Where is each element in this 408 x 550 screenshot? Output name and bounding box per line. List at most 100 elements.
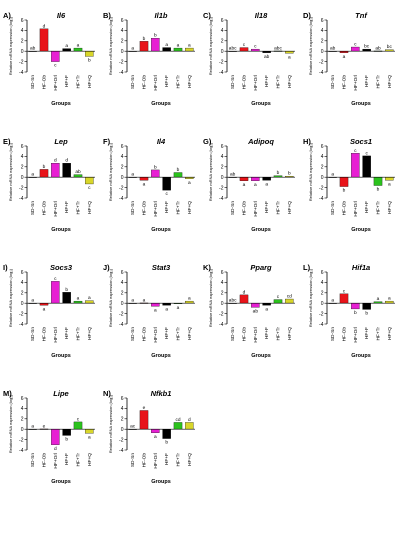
y-axis-label: Relative mRNA expression (log₂) <box>8 142 13 201</box>
bar-hf-tr <box>73 421 83 430</box>
y-tick-label: 2 <box>221 39 224 45</box>
panel-label: N) <box>103 389 111 398</box>
panel-tnf: D) Tnf -4 -2 0 2 4 6 Relative mRNA expression (l… <box>303 11 395 107</box>
panel-lipe: M) Lipe -4 -2 0 2 4 6 Relative mRNA expression (… <box>3 389 95 485</box>
x-axis-label: Groups <box>151 353 171 359</box>
y-axis-label: Relative mRNA expression (log₂) <box>108 268 113 327</box>
significance-letter: b <box>177 167 180 173</box>
significance-letter: b <box>277 170 280 176</box>
x-tick-label: HF+Tr <box>276 75 282 89</box>
x-tick-label: HF+Tr <box>376 201 382 215</box>
bar-hf-f <box>62 292 71 304</box>
bar-hf-f <box>62 163 71 178</box>
significance-letter: a <box>143 182 146 187</box>
x-tick-label: HF-Ob <box>242 327 248 342</box>
y-tick-label: 4 <box>21 406 24 412</box>
significance-letter: a <box>31 299 34 304</box>
x-tick-label: HF-Ob <box>42 201 48 216</box>
significance-letter: a <box>143 298 146 303</box>
bar-hf-orl <box>151 303 160 307</box>
x-tick-label: HF+Orl <box>353 75 359 91</box>
x-tick-label: HF+Q <box>87 453 93 466</box>
y-tick-label: 4 <box>321 280 324 286</box>
y-axis-label: Relative mRNA expression (log₂) <box>208 268 213 327</box>
y-tick-label: 4 <box>221 154 224 160</box>
x-tick-label: HF-Ob <box>42 75 48 90</box>
bar-hf-ob <box>139 41 149 52</box>
x-axis-label: Groups <box>351 227 371 233</box>
y-tick-label: 6 <box>121 396 124 402</box>
y-tick-label: 6 <box>221 18 224 24</box>
significance-letter: a <box>343 55 346 60</box>
significance-letter: cd <box>175 417 180 423</box>
significance-letter: a <box>131 299 134 304</box>
x-tick-label: HF-Ob <box>42 327 48 342</box>
y-tick-label: 2 <box>21 39 24 45</box>
x-tick-label: HF+Tr <box>376 75 382 89</box>
significance-letter: c <box>54 277 57 282</box>
x-tick-label: HF+Orl <box>53 75 59 91</box>
y-tick-label: 6 <box>321 18 324 24</box>
bar-hf-ob <box>239 47 249 52</box>
bar-hf-ob <box>139 177 149 181</box>
chart-title: Socs1 <box>350 137 372 146</box>
significance-letter: a <box>131 173 134 178</box>
y-tick-label: -4 <box>19 196 24 202</box>
bar-hf-tr <box>373 177 383 186</box>
panel-stat3: J) Stat3 -4 -2 0 2 4 6 Relative mRNA expression … <box>103 263 195 359</box>
x-tick-label: HF+Q <box>87 201 93 214</box>
y-tick-label: 4 <box>221 28 224 34</box>
bar-hf-orl <box>151 169 160 178</box>
bar-hf-orl <box>51 281 60 304</box>
x-tick-label: SD-Sn <box>30 327 36 341</box>
significance-letter: bc <box>364 44 370 50</box>
y-tick-label: 0 <box>221 301 224 307</box>
bar-hf-orl <box>251 177 260 181</box>
x-tick-label: SD-Sn <box>230 201 236 215</box>
y-axis-label: Relative mRNA expression (log₂) <box>308 16 313 75</box>
significance-letter: b <box>343 188 346 194</box>
significance-letter: a <box>31 425 34 430</box>
panel-il1b: B) Il1b -4 -2 0 2 4 6 Relative mRNA expression (… <box>103 11 195 107</box>
bar-hf-f <box>162 177 171 191</box>
panel-lep: E) Lep -4 -2 0 2 4 6 Relative mRNA expression (l… <box>3 137 95 233</box>
bar-hf-f <box>62 429 71 436</box>
significance-letter: c <box>54 64 57 69</box>
x-tick-label: HF+Q <box>387 201 393 214</box>
x-tick-label: HF+Tr <box>76 201 82 215</box>
y-tick-label: 4 <box>21 280 24 286</box>
significance-letter: a <box>154 308 157 313</box>
x-tick-label: HF+Tr <box>376 327 382 341</box>
x-tick-label: HF+Tr <box>176 453 182 467</box>
significance-letter: a <box>177 306 180 311</box>
y-tick-label: 2 <box>121 165 124 171</box>
panel-pparg: K) Pparg -4 -2 0 2 4 6 Relative mRNA expression … <box>203 263 295 359</box>
significance-letter: b <box>165 440 168 446</box>
significance-letter: a <box>77 297 80 302</box>
panel-label: B) <box>103 11 111 20</box>
bar-hf-f <box>262 177 271 181</box>
panel-nfkb1: N) Nfkb1 -4 -2 0 2 4 6 Relative mRNA expression … <box>103 389 195 485</box>
bar-hf-q <box>385 177 394 181</box>
y-tick-label: -4 <box>19 322 24 328</box>
y-tick-label: 0 <box>321 301 324 307</box>
y-tick-label: -2 <box>319 311 324 317</box>
x-tick-label: HF+Tr <box>276 327 282 341</box>
y-tick-label: 0 <box>221 49 224 55</box>
x-tick-label: HF+Orl <box>53 201 59 217</box>
y-tick-label: 2 <box>221 291 224 297</box>
x-axis-label: Groups <box>151 479 171 485</box>
panel-il18: C) Il18 -4 -2 0 2 4 6 Relative mRNA expression (… <box>203 11 295 107</box>
significance-letter: a <box>188 181 191 186</box>
x-tick-label: HF+F <box>264 201 270 213</box>
y-tick-label: 0 <box>21 175 24 181</box>
y-tick-label: 2 <box>121 417 124 423</box>
x-tick-label: HF-Ob <box>142 453 148 468</box>
x-tick-label: SD-Sn <box>130 201 136 215</box>
x-tick-label: SD-Sn <box>330 75 336 89</box>
significance-letter: a <box>331 173 334 178</box>
significance-letter: d <box>65 158 68 164</box>
y-axis-label: Relative mRNA expression (log₂) <box>108 394 113 453</box>
significance-letter: a <box>388 297 391 302</box>
bar-hf-tr <box>173 422 183 430</box>
